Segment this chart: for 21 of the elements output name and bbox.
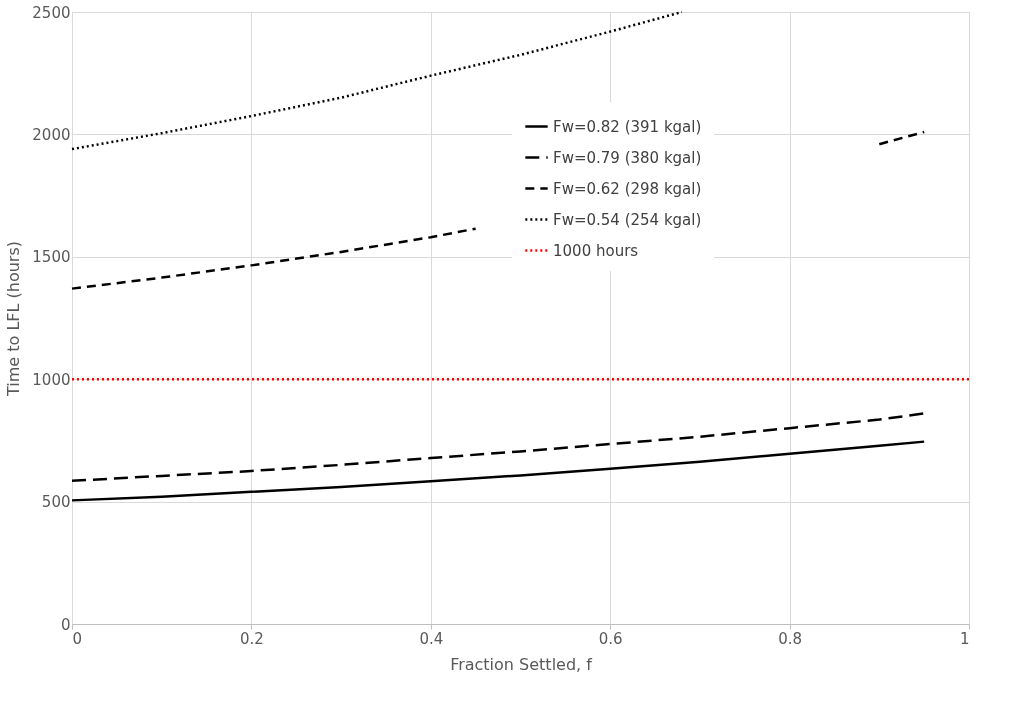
- line-series: [70, 440, 926, 502]
- x-tick-label: 0.8: [778, 629, 803, 648]
- y-tick-label: 1000: [32, 370, 71, 389]
- y-tick-label: 1500: [32, 248, 71, 267]
- legend-label: Fw=0.82 (391 kgal): [553, 117, 702, 136]
- y-tick-label: 2000: [32, 125, 71, 144]
- legend-label: 1000 hours: [553, 241, 639, 260]
- legend-label: Fw=0.54 (254 kgal): [553, 210, 702, 229]
- legend-label: Fw=0.62 (298 kgal): [553, 179, 702, 198]
- x-axis-title: Fraction Settled, f: [450, 654, 593, 674]
- y-axis-title: Time to LFL (hours): [4, 241, 24, 397]
- x-tick-label: 0.4: [419, 629, 444, 648]
- legend-label: Fw=0.79 (380 kgal): [553, 148, 702, 167]
- x-tick-label: 1: [959, 629, 970, 648]
- y-tick-label: 2500: [32, 3, 71, 22]
- y-tick-label: 0: [60, 615, 71, 634]
- line-series: [70, 412, 926, 483]
- x-tick-label: 0.6: [598, 629, 623, 648]
- x-tick-label: 0: [72, 629, 83, 648]
- x-tick-label: 0.2: [239, 629, 264, 648]
- y-tick-label: 500: [41, 493, 71, 512]
